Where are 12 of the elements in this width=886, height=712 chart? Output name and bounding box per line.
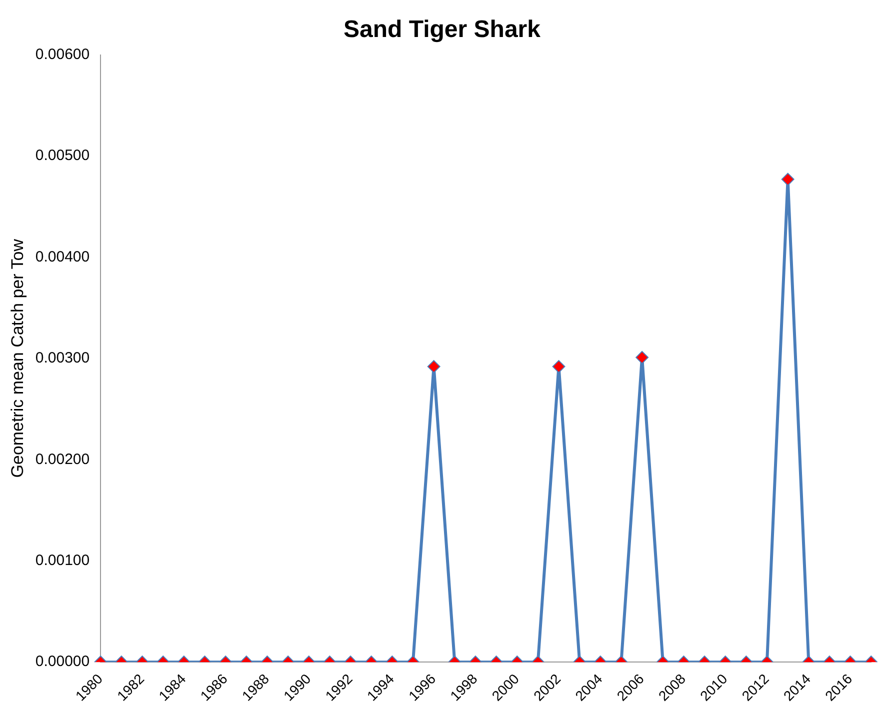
- y-tick-label: 0.00600: [35, 46, 90, 63]
- y-tick-label: 0.00300: [35, 350, 90, 367]
- point: [552, 360, 566, 374]
- point: [636, 350, 649, 364]
- point: [427, 360, 440, 374]
- y-tick-label: 0.00100: [35, 552, 90, 570]
- y-axis-title: Geometric mean Catch per Tow: [8, 238, 27, 478]
- y-tick-label: 0.00200: [35, 450, 90, 468]
- y-tick-label: 0.00000: [35, 653, 90, 670]
- y-tick-label: 0.00400: [35, 248, 90, 266]
- chart-title: Sand Tiger Shark: [344, 16, 542, 44]
- y-tick-label: 0.00500: [35, 147, 90, 164]
